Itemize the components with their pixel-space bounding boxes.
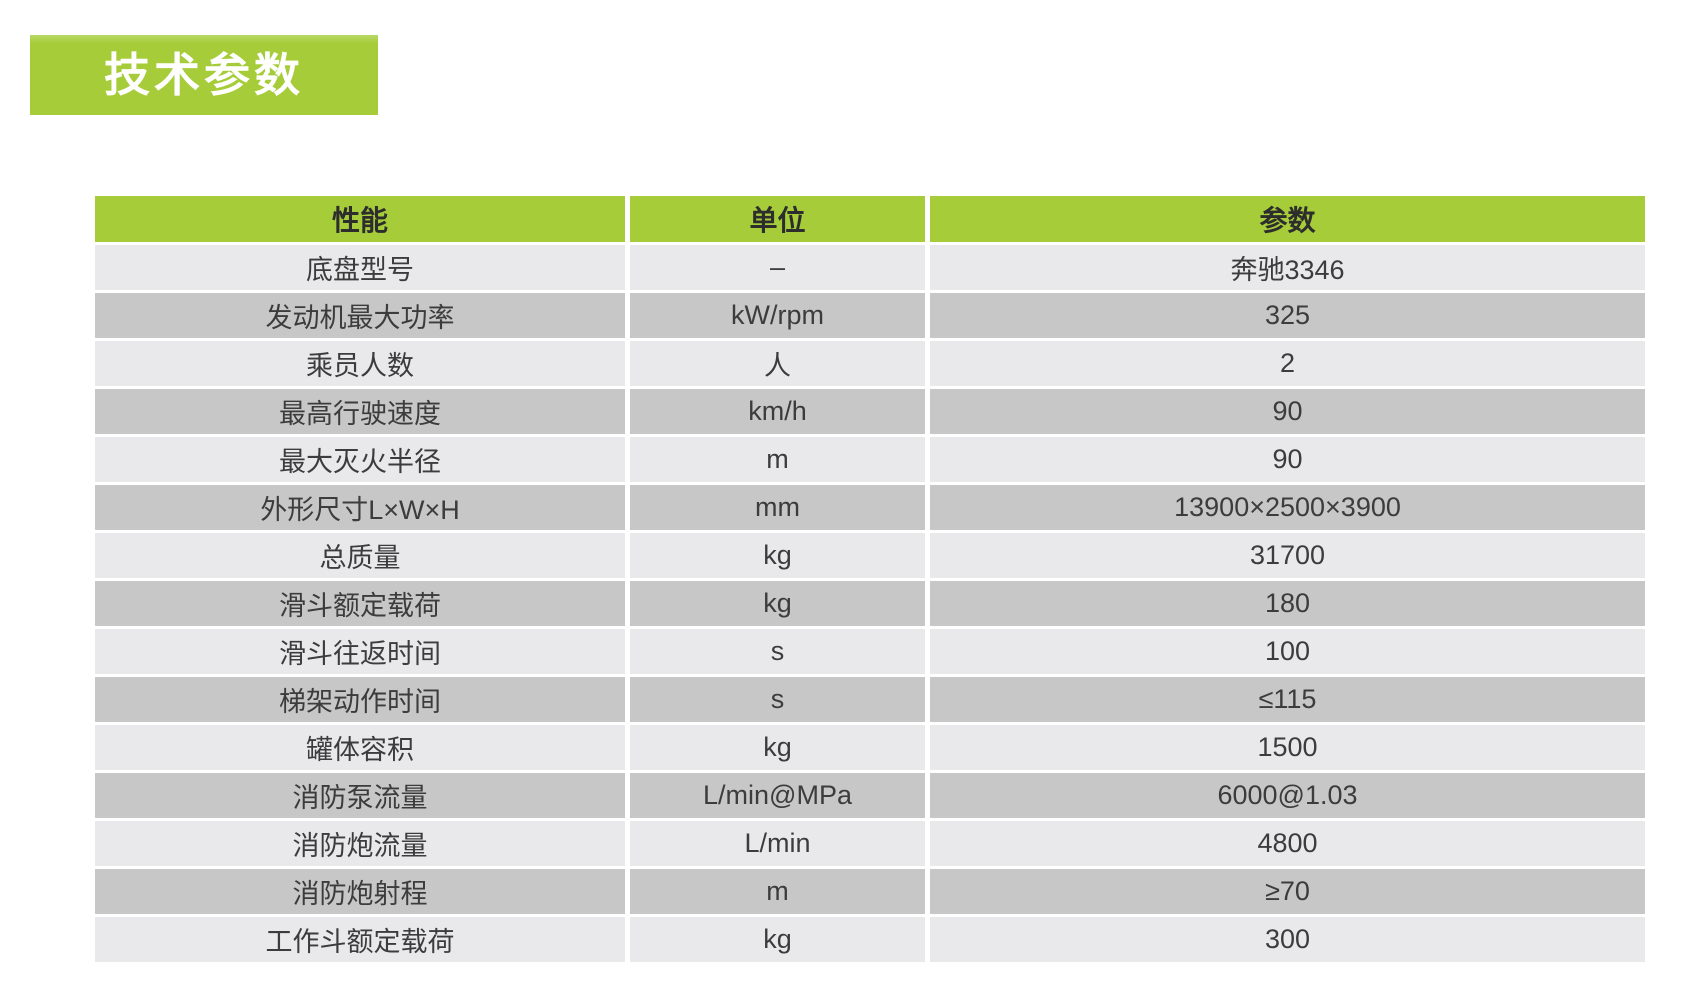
- spec-name-cell: 罐体容积: [95, 725, 625, 770]
- spec-name-cell: 总质量: [95, 533, 625, 578]
- unit-cell: kg: [630, 725, 925, 770]
- value-cell: 2: [930, 341, 1645, 386]
- header-cell-parameter: 参数: [930, 196, 1645, 242]
- table-row: 最大灭火半径 m 90: [95, 437, 1645, 482]
- table-row: 滑斗往返时间 s 100: [95, 629, 1645, 674]
- section-title-badge: 技术参数: [30, 35, 378, 115]
- unit-cell: m: [630, 869, 925, 914]
- table-row: 罐体容积 kg 1500: [95, 725, 1645, 770]
- spec-name-cell: 最大灭火半径: [95, 437, 625, 482]
- spec-name-cell: 消防泵流量: [95, 773, 625, 818]
- unit-cell: kg: [630, 581, 925, 626]
- spec-name-cell: 消防炮流量: [95, 821, 625, 866]
- spec-name-cell: 发动机最大功率: [95, 293, 625, 338]
- spec-name-cell: 底盘型号: [95, 245, 625, 290]
- value-cell: 300: [930, 917, 1645, 962]
- table-row: 最高行驶速度 km/h 90: [95, 389, 1645, 434]
- table-row: 滑斗额定载荷 kg 180: [95, 581, 1645, 626]
- section-title: 技术参数: [104, 49, 304, 101]
- value-cell: ≥70: [930, 869, 1645, 914]
- table-row: 乘员人数人 2: [95, 341, 1645, 386]
- value-cell: 4800: [930, 821, 1645, 866]
- value-cell: 31700: [930, 533, 1645, 578]
- spec-name-cell: 最高行驶速度: [95, 389, 625, 434]
- table-row: 消防炮流量 L/min 4800: [95, 821, 1645, 866]
- unit-cell: km/h: [630, 389, 925, 434]
- table-row: 消防炮射程 m ≥70: [95, 869, 1645, 914]
- unit-cell: L/min@MPa: [630, 773, 925, 818]
- value-cell: 6000@1.03: [930, 773, 1645, 818]
- unit-cell: m: [630, 437, 925, 482]
- spec-name-cell: 滑斗额定载荷: [95, 581, 625, 626]
- unit-cell: L/min: [630, 821, 925, 866]
- value-cell: 90: [930, 437, 1645, 482]
- header-cell-performance: 性能: [95, 196, 625, 242]
- spec-name-cell: 滑斗往返时间: [95, 629, 625, 674]
- table-row: 梯架动作时间 s ≤115: [95, 677, 1645, 722]
- unit-cell: s: [630, 629, 925, 674]
- unit-cell: 人: [630, 341, 925, 386]
- table-body: 底盘型号 – 奔驰3346 发动机最大功率 kW/rpm 325 乘员人数人 2 最高行驶速度 k…: [95, 245, 1645, 962]
- unit-cell: kW/rpm: [630, 293, 925, 338]
- spec-name-cell: 工作斗额定载荷: [95, 917, 625, 962]
- value-cell: 100: [930, 629, 1645, 674]
- table-row: 总质量 kg 31700: [95, 533, 1645, 578]
- value-cell: 180: [930, 581, 1645, 626]
- table-header-row: 性能 单位 参数: [95, 196, 1645, 242]
- unit-cell: –: [630, 245, 925, 290]
- unit-cell: s: [630, 677, 925, 722]
- table-row: 工作斗额定载荷 kg 300: [95, 917, 1645, 962]
- value-cell: 325: [930, 293, 1645, 338]
- spec-name-cell: 外形尺寸L×W×H: [95, 485, 625, 530]
- unit-cell: kg: [630, 533, 925, 578]
- spec-table: 性能 单位 参数 底盘型号 – 奔驰3346 发动机最大功率 kW/rpm 325 乘员人数…: [95, 196, 1645, 965]
- spec-name-cell: 消防炮射程: [95, 869, 625, 914]
- value-cell: ≤115: [930, 677, 1645, 722]
- header-cell-unit: 单位: [630, 196, 925, 242]
- unit-cell: mm: [630, 485, 925, 530]
- table-row: 消防泵流量 L/min@MPa 6000@1.03: [95, 773, 1645, 818]
- table-row: 发动机最大功率 kW/rpm 325: [95, 293, 1645, 338]
- value-cell: 1500: [930, 725, 1645, 770]
- value-cell: 13900×2500×3900: [930, 485, 1645, 530]
- spec-name-cell: 乘员人数: [95, 341, 625, 386]
- value-cell: 90: [930, 389, 1645, 434]
- table-row: 底盘型号 – 奔驰3346: [95, 245, 1645, 290]
- value-cell: 奔驰3346: [930, 245, 1645, 290]
- table-row: 外形尺寸L×W×H mm 13900×2500×3900: [95, 485, 1645, 530]
- unit-cell: kg: [630, 917, 925, 962]
- spec-name-cell: 梯架动作时间: [95, 677, 625, 722]
